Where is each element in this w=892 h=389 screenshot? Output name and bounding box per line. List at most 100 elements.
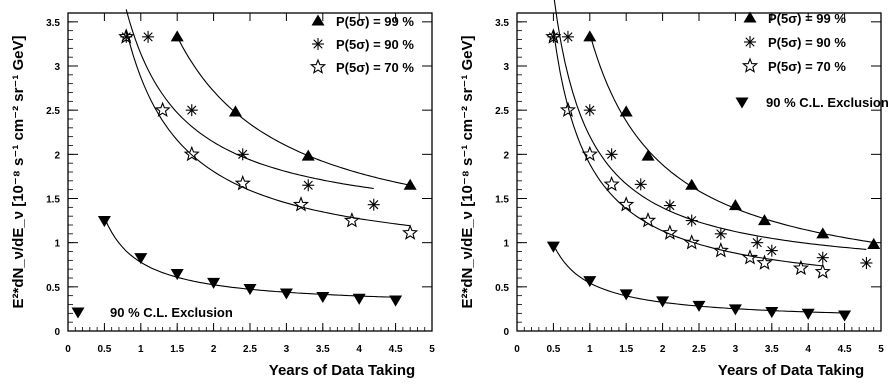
fit-curve-series-2 xyxy=(553,0,867,250)
data-point-star-open xyxy=(559,101,577,118)
data-point-asterisk xyxy=(583,104,596,117)
data-point-asterisk xyxy=(663,199,676,212)
chart-panel-right: 0 0.5 1 1.5 2 2.5 3 3.5 4 4.5 5 0 0.5 1 1.5 2 2.5 3 3.5 Yea… xyxy=(459,0,889,379)
data-point-star-open xyxy=(183,145,200,162)
x-tick-label: 0 xyxy=(65,344,71,355)
data-point-star-open xyxy=(618,196,635,212)
x-axis-title: Years of Data Taking xyxy=(718,362,864,379)
legend-label: P(5σ) = 70 % xyxy=(768,59,846,74)
data-point-triangle-up xyxy=(619,105,633,117)
data-point-asterisk xyxy=(860,256,873,269)
data-point-star-open xyxy=(603,175,620,192)
data-point-triangle-down xyxy=(279,288,293,300)
data-point-asterisk xyxy=(751,236,764,249)
data-point-asterisk xyxy=(561,30,574,43)
data-point-asterisk xyxy=(685,214,698,227)
data-point-triangle-up xyxy=(758,214,772,226)
data-point-star-open xyxy=(154,101,171,118)
y-tick-label: 3.5 xyxy=(495,18,509,29)
data-point-triangle-up xyxy=(867,237,881,249)
x-tick-label: 0.5 xyxy=(546,344,560,355)
data-point-star-open xyxy=(814,263,831,279)
data-point-triangle-down xyxy=(170,269,184,281)
x-tick-label: 5 xyxy=(878,344,884,355)
legend-label: P(5σ) = 99 % xyxy=(336,14,414,29)
data-point-asterisk xyxy=(142,30,155,43)
legend-marker-asterisk xyxy=(312,38,324,50)
data-point-star-open xyxy=(292,196,310,212)
data-point-triangle-up xyxy=(641,149,655,161)
data-point-triangle-down xyxy=(316,292,330,304)
y-tick-label: 0.5 xyxy=(46,283,60,294)
data-point-triangle-down xyxy=(801,308,815,320)
x-tick-label: 2.5 xyxy=(243,344,257,355)
y-tick-label: 0.5 xyxy=(495,283,509,294)
chart-panel-left: 0 0.5 1 1.5 2 2.5 3 3.5 4 4.5 5 0 0.5 1 1.5 2 2.5 3 3.5 Yea… xyxy=(10,9,435,379)
data-point-triangle-down xyxy=(728,304,742,316)
legend-label: 90 % C.L. Exclusion xyxy=(766,95,889,110)
legend: P(5σ) = 99 % P(5σ) = 90 % P(5σ) = 70 % 90 %… xyxy=(71,14,414,320)
series-4-points xyxy=(546,241,852,322)
fit-curve-series-3 xyxy=(125,29,411,227)
x-tick-label: 3 xyxy=(284,344,290,355)
data-point-triangle-down xyxy=(134,253,148,265)
legend-marker-triangle-down xyxy=(735,97,749,109)
fit-curve-series-1 xyxy=(176,36,411,186)
data-point-triangle-up xyxy=(816,227,830,239)
x-tick-label: 4 xyxy=(356,344,362,355)
y-tick-label: 1.5 xyxy=(46,195,60,206)
legend-label: P(5σ) = 99 % xyxy=(768,11,846,26)
y-tick-label: 3.5 xyxy=(46,18,60,29)
legend-label: P(5σ) = 90 % xyxy=(768,35,846,50)
data-point-triangle-up xyxy=(170,30,184,42)
series-1-points xyxy=(170,30,417,190)
y-tick-label: 2 xyxy=(54,150,60,161)
x-axis-title: Years of Data Taking xyxy=(269,362,415,379)
data-point-asterisk xyxy=(765,244,778,257)
data-point-triangle-down xyxy=(765,307,779,319)
legend-marker-star-open xyxy=(741,57,759,73)
data-point-star-open xyxy=(118,28,135,44)
data-point-triangle-up xyxy=(301,149,315,161)
data-point-star-open xyxy=(792,259,810,276)
data-point-triangle-up xyxy=(228,105,242,117)
data-point-triangle-down xyxy=(97,216,111,228)
series-3-points xyxy=(545,28,831,279)
data-point-asterisk xyxy=(816,251,829,264)
series-1-points xyxy=(583,30,881,249)
x-tick-label: 3.5 xyxy=(316,344,330,355)
legend-marker-star-open xyxy=(309,58,327,74)
data-point-triangle-up xyxy=(403,178,417,190)
data-point-star-open xyxy=(343,212,361,228)
x-tick-label: 5 xyxy=(429,344,435,355)
data-point-triangle-down xyxy=(838,310,852,322)
x-tick-label: 2 xyxy=(211,344,217,355)
data-point-star-open xyxy=(661,224,678,240)
fit-curve-series-2 xyxy=(125,9,374,190)
data-point-asterisk xyxy=(302,179,315,192)
data-point-triangle-down xyxy=(656,296,670,308)
data-point-triangle-down xyxy=(546,241,560,253)
legend-label: P(5σ) = 90 % xyxy=(336,37,414,52)
data-point-triangle-down xyxy=(352,293,366,305)
y-tick-label: 3 xyxy=(54,62,60,73)
data-point-asterisk xyxy=(634,178,647,191)
data-point-star-open xyxy=(712,242,729,258)
x-tick-label: 1.5 xyxy=(619,344,633,355)
x-tick-label: 0 xyxy=(514,344,520,355)
data-point-star-open xyxy=(639,212,657,228)
data-point-star-open xyxy=(402,224,419,240)
x-tick-label: 0.5 xyxy=(97,344,111,355)
data-point-triangle-down xyxy=(692,300,706,312)
legend-marker-triangle-up xyxy=(743,11,757,23)
x-tick-label: 2.5 xyxy=(692,344,706,355)
legend: P(5σ) = 99 % P(5σ) = 90 % P(5σ) = 70 % 90 %… xyxy=(735,11,889,110)
data-point-star-open xyxy=(741,249,759,265)
legend-label: P(5σ) = 70 % xyxy=(336,60,414,75)
y-tick-label: 3 xyxy=(503,62,509,73)
x-tick-label: 1.5 xyxy=(170,344,184,355)
y-axis-title: E²*dN_ν/dE_ν [10⁻⁸ s⁻¹ cm⁻² sr⁻¹ GeV] xyxy=(459,35,476,308)
data-point-asterisk xyxy=(367,198,380,211)
data-point-triangle-down xyxy=(583,276,597,288)
